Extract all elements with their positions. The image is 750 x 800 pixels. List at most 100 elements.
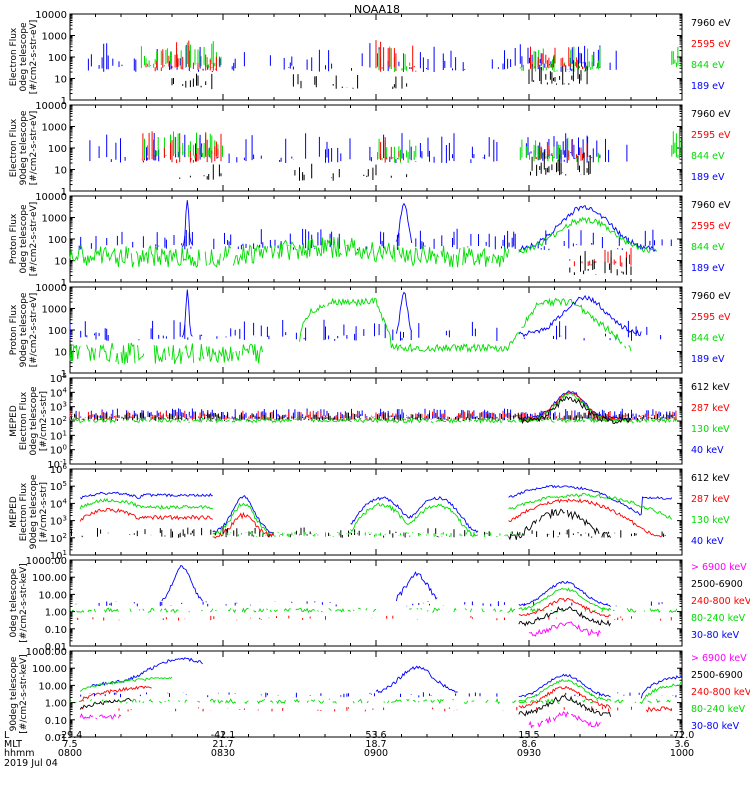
legend-entry: 7960 eV (691, 291, 731, 302)
y-tick-label: 106 (50, 463, 68, 476)
red-trace (518, 685, 611, 709)
blue-trace (518, 294, 642, 338)
panel-6: 101 102 103 104 105 106 MEPED Electron Flux 90de… (9, 463, 730, 562)
y-tick-label: 105 (50, 372, 67, 385)
green-trace (518, 216, 657, 254)
footer-tick-hhmm: 0900 (364, 748, 388, 759)
y-tick-label: 1000 (42, 123, 67, 134)
green-trace (518, 678, 611, 702)
y-tick-label: 101 (50, 429, 67, 442)
blue-trace (508, 484, 673, 516)
red-trace (380, 137, 417, 163)
y-axis-label: 90deg telescope (19, 292, 29, 367)
legend-entry: 7960 eV (691, 200, 731, 211)
y-tick-label: 1 (61, 187, 67, 198)
y-tick-label: 1000.00 (26, 647, 67, 658)
green-trace (79, 676, 173, 692)
green-trace (350, 502, 479, 537)
red-trace (645, 706, 673, 713)
black-trace (292, 74, 408, 89)
blue-trace (395, 291, 413, 334)
blue-trace (80, 692, 677, 698)
green-trace (377, 138, 417, 163)
series-traces (69, 200, 672, 276)
y-tick-label: 10000 (35, 283, 67, 294)
y-axis-label: [#/cm2-s-str-eV] (29, 202, 39, 277)
green-trace (69, 237, 510, 268)
y-axis-label: Electron Flux (9, 118, 19, 177)
legend-entry: 80-240 keV (691, 704, 746, 715)
y-axis-label: Electron Flux (9, 27, 19, 86)
green-trace (518, 587, 611, 611)
legend-entry: 189 eV (691, 263, 725, 274)
y-tick-label: 1.00 (45, 699, 67, 710)
legend-entry: 287 keV (691, 403, 730, 414)
legend-entry: 189 eV (691, 81, 725, 92)
legend-entry: 189 eV (691, 172, 725, 183)
y-tick-label: 103 (50, 401, 67, 414)
footer-tick-hhmm: 0800 (58, 748, 82, 759)
green-trace (140, 41, 222, 69)
legend-entry: 130 keV (691, 424, 730, 435)
y-tick-label: 10000 (35, 10, 67, 21)
legend-entry: 30-80 keV (691, 721, 740, 732)
y-axis-label: Electron Flux (19, 482, 29, 541)
legend-entry: 2500-6900 (691, 579, 743, 590)
blue-trace (181, 289, 193, 338)
legend-entry: 2500-6900 (691, 670, 743, 681)
red-trace (569, 247, 632, 267)
red-trace (69, 410, 677, 421)
series-traces (69, 289, 662, 365)
y-axis-label: 90deg telescope (29, 474, 39, 549)
series-traces (70, 564, 678, 638)
y-tick-label: 101 (50, 549, 67, 562)
green-trace (70, 607, 678, 614)
black-trace (518, 395, 632, 425)
blue-trace (212, 495, 275, 534)
legend-entry: 240-800 keV (691, 596, 750, 607)
legend-entry: 2595 eV (691, 130, 731, 141)
y-axis-label: [#/cm2-s-str-keV] (19, 563, 29, 642)
plot-frame (69, 195, 683, 283)
footer-date: 2019 Jul 04 (4, 758, 58, 769)
panel-7: 0.01 0.10 1.00 10.00 100.00 1000.00 0deg teles… (9, 556, 750, 653)
y-tick-label: 10000 (35, 101, 67, 112)
footer-tick-l: 53.6 (365, 730, 386, 741)
green-trace (222, 531, 530, 537)
y-tick-label: 103 (50, 515, 67, 528)
blue-trace (640, 675, 683, 699)
red-trace (145, 40, 220, 72)
legend-entry: 7960 eV (691, 18, 731, 29)
y-tick-label: 0.01 (45, 733, 67, 744)
y-tick-label: 100 (48, 53, 67, 64)
green-trace (70, 699, 677, 703)
series-traces (70, 657, 683, 729)
y-tick-label: 0.10 (45, 625, 67, 636)
blue-trace (69, 319, 662, 341)
green-trace (69, 342, 263, 365)
red-trace (530, 46, 585, 69)
panels: 1 10 100 1000 10000 Electron Flux 0deg telesco… (9, 10, 750, 744)
black-trace (171, 73, 213, 90)
y-axis-label: 90deg telescope (19, 110, 29, 185)
y-axis-label: [#/cm2-s-str] (39, 391, 49, 451)
legend-entry: > 6900 keV (691, 653, 747, 664)
blue-trace (79, 491, 213, 500)
green-trace (212, 502, 275, 537)
black-trace (569, 250, 632, 276)
y-tick-label: 10.00 (38, 590, 67, 601)
y-tick-label: 10 (54, 348, 67, 359)
red-trace (79, 507, 213, 522)
legend-entry: 844 eV (691, 242, 725, 253)
y-axis-label: 0deg telescope (9, 568, 19, 638)
legend-entry: 2595 eV (691, 312, 731, 323)
footer-tick-l: -72.0 (670, 730, 695, 741)
panel-8: 0.01 0.10 1.00 10.00 100.00 1000.00 90deg tele… (9, 647, 750, 744)
plot-frame (69, 104, 683, 192)
y-axis-label: Proton Flux (9, 213, 19, 264)
blue-trace (518, 390, 632, 421)
panel-2: 1 10 100 1000 10000 Electron Flux 90deg telesc… (9, 101, 731, 198)
y-axis-label: Proton Flux (9, 304, 19, 355)
y-tick-label: 10000 (35, 192, 67, 203)
legend-entry: 40 keV (691, 445, 724, 456)
